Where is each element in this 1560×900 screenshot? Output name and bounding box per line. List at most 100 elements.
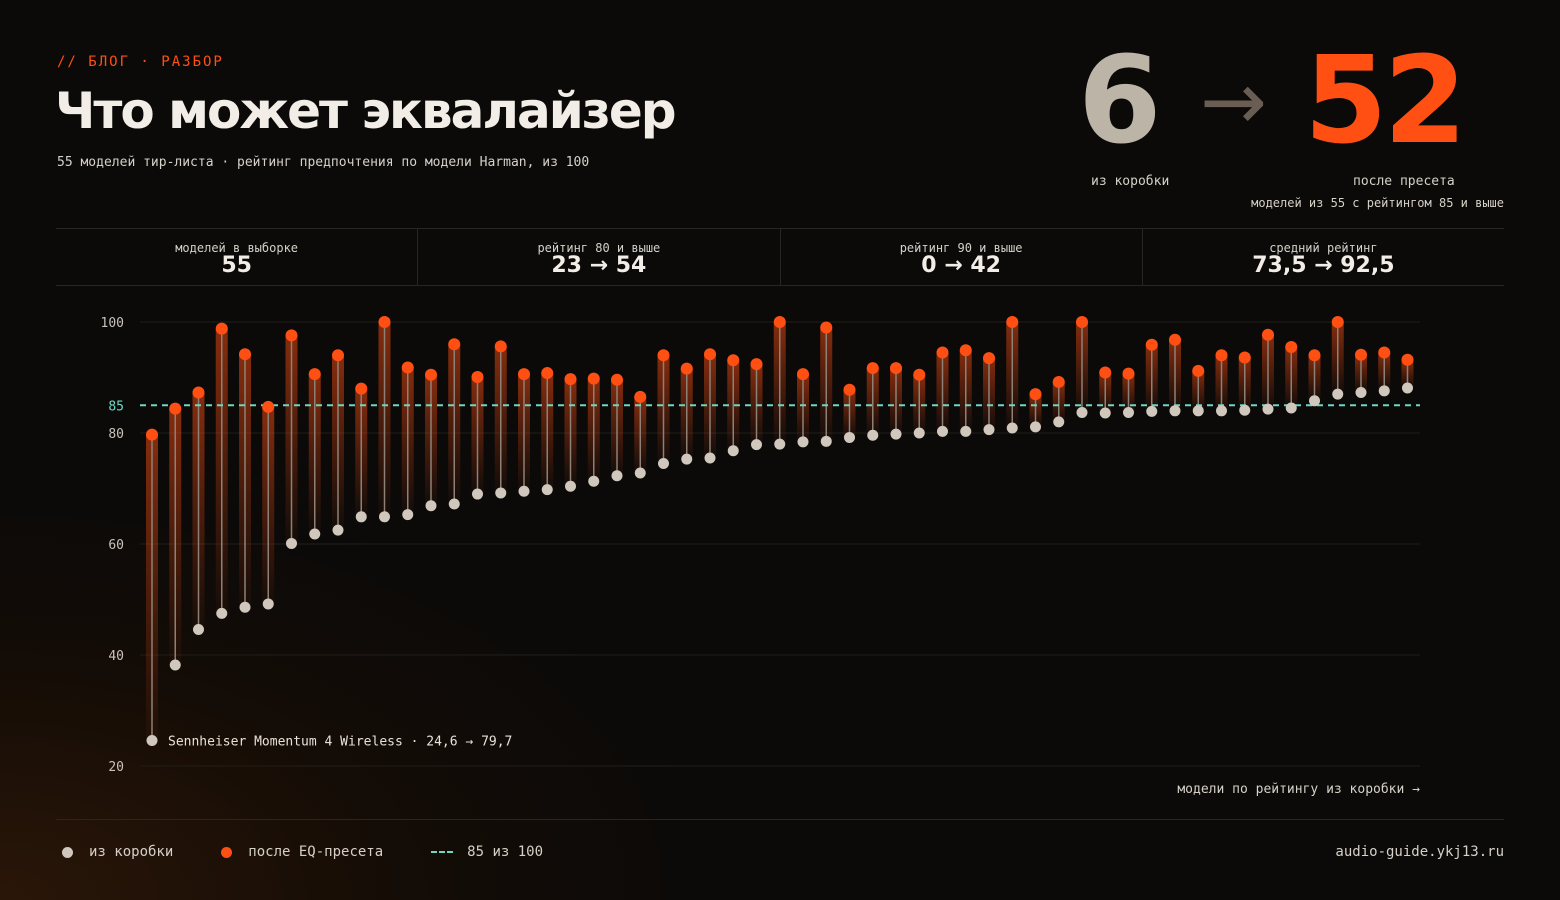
point-after <box>1052 375 1065 388</box>
y-tick-label: 60 <box>108 538 124 553</box>
point-before <box>1239 404 1251 416</box>
point-after <box>727 354 740 367</box>
x-axis-label: модели по рейтингу из коробки → <box>1177 782 1420 797</box>
stat-sample-size: моделей в выборке 55 <box>56 229 419 285</box>
threshold-label: 85 <box>108 399 124 414</box>
point-before <box>1262 403 1274 415</box>
point-after <box>1145 338 1158 351</box>
point-after <box>1308 349 1321 362</box>
point-before <box>402 509 414 521</box>
point-before <box>495 487 507 499</box>
dash-icon <box>431 851 454 853</box>
point-after <box>192 386 205 399</box>
point-after <box>285 329 298 342</box>
hero-arrow-icon: → <box>1200 55 1267 148</box>
point-after <box>704 348 716 361</box>
legend-label: из коробки <box>89 844 174 860</box>
point-before <box>1309 395 1320 407</box>
point-after <box>866 362 879 375</box>
point-before <box>239 601 251 613</box>
point-before <box>751 439 762 451</box>
point-before <box>890 428 902 440</box>
point-after <box>1192 364 1205 377</box>
stat-label: рейтинг 90 и выше <box>899 241 1023 255</box>
point-after <box>564 373 577 386</box>
legend-item-after: после EQ-пресета <box>221 844 383 860</box>
point-after <box>494 340 507 353</box>
dot-icon <box>62 846 73 858</box>
hero-after-value: 52 <box>1304 32 1467 171</box>
stat-label: рейтинг 80 и выше <box>537 241 661 255</box>
legend-label: 85 из 100 <box>467 844 544 860</box>
point-before <box>1030 421 1041 433</box>
point-before <box>611 470 623 482</box>
page-title: Что может эквалайзер <box>55 82 677 140</box>
point-before <box>774 438 786 450</box>
point-before <box>727 445 739 457</box>
point-after <box>1378 346 1391 359</box>
point-before <box>681 453 693 465</box>
stat-value: 0 → 42 <box>921 253 1001 278</box>
page-subtitle: 55 моделей тир-листа · рейтинг предпочте… <box>57 155 590 170</box>
eyebrow: // БЛОГ · РАЗБОР <box>57 54 224 70</box>
point-before <box>262 598 274 610</box>
point-before <box>704 452 716 464</box>
point-after <box>378 316 391 328</box>
point-after <box>355 382 368 395</box>
point-after <box>1401 353 1414 366</box>
site-link[interactable]: audio-guide.ykj13.ru <box>1335 844 1504 860</box>
point-before <box>797 436 809 448</box>
point-after <box>1215 349 1228 362</box>
point-after <box>1076 316 1088 328</box>
point-after <box>611 373 623 386</box>
point-after <box>262 400 275 413</box>
point-after <box>1331 316 1344 328</box>
point-before <box>309 528 321 540</box>
y-tick-label: 40 <box>108 649 124 664</box>
point-before <box>1332 388 1344 400</box>
point-after <box>959 344 972 357</box>
stat-average: средний рейтинг 73,5 → 92,5 <box>1143 229 1504 285</box>
point-before <box>867 429 879 441</box>
point-after <box>1355 348 1367 361</box>
legend-label: после EQ-пресета <box>248 844 384 860</box>
point-after <box>843 383 856 396</box>
stat-value: 73,5 → 92,5 <box>1252 253 1395 278</box>
point-before <box>820 435 832 447</box>
point-before <box>844 431 855 443</box>
point-after <box>936 346 949 359</box>
point-before <box>1355 386 1367 398</box>
point-before <box>541 484 553 496</box>
point-after <box>913 368 926 381</box>
legend: из коробки после EQ-пресета 85 из 100 <box>62 844 591 860</box>
point-before <box>634 467 646 479</box>
point-after <box>239 348 251 361</box>
point-before <box>193 623 204 635</box>
point-before <box>1216 405 1227 417</box>
point-after <box>541 367 554 380</box>
point-before <box>472 488 483 500</box>
point-before <box>1402 382 1413 394</box>
point-before <box>518 485 530 497</box>
point-before <box>146 734 158 746</box>
point-before <box>169 659 181 671</box>
point-after <box>983 352 995 365</box>
point-before <box>1169 405 1181 417</box>
point-after <box>1029 388 1042 401</box>
dot-icon <box>221 846 233 858</box>
point-after <box>448 338 461 351</box>
stats-bar: моделей в выборке 55 рейтинг 80 и выше 2… <box>56 228 1504 286</box>
point-before <box>983 424 995 436</box>
hero-before-value: 6 <box>1078 32 1161 171</box>
point-before <box>355 511 367 523</box>
stat-label: моделей в выборке <box>175 241 299 255</box>
point-after <box>680 362 693 375</box>
point-before <box>425 500 437 512</box>
point-before <box>913 427 925 439</box>
point-after <box>890 362 902 375</box>
point-after <box>657 349 670 362</box>
annotation-label: Sennheiser Momentum 4 Wireless · 24,6 → … <box>168 734 512 749</box>
hero-after-caption: после пресета <box>1353 174 1455 189</box>
stat-rating-90: рейтинг 90 и выше 0 → 42 <box>781 229 1143 285</box>
